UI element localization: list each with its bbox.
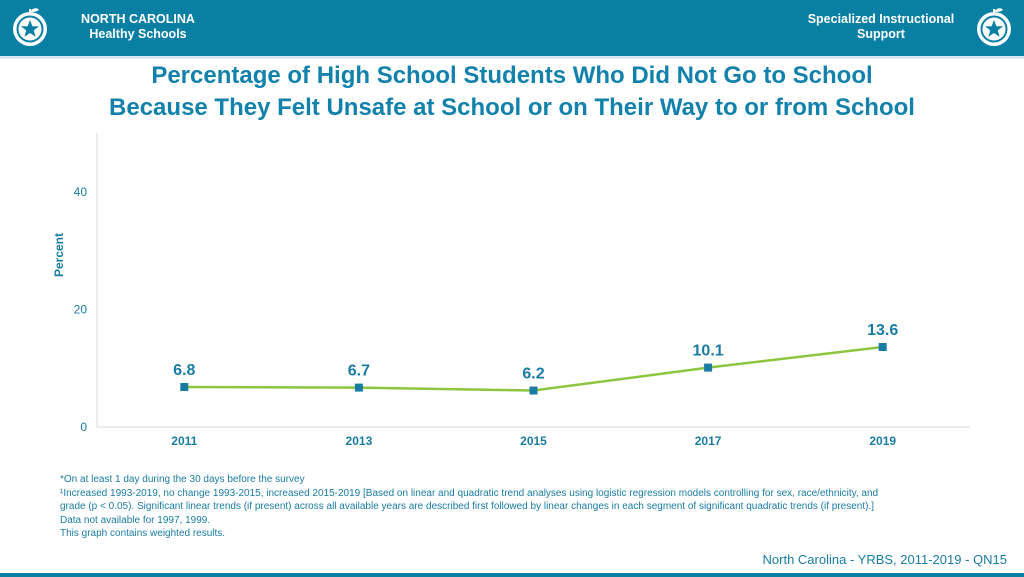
data-label: 13.6 bbox=[867, 322, 898, 339]
data-point-marker bbox=[180, 383, 189, 392]
footnote: Data not available for 1997, 1999. bbox=[60, 514, 211, 526]
apple-star-logo-icon bbox=[13, 8, 47, 46]
footnotes: *On at least 1 day during the 30 days be… bbox=[60, 473, 960, 541]
org-line-1: NORTH CAROLINA bbox=[81, 12, 195, 26]
chart-title-line-1: Percentage of High School Students Who D… bbox=[151, 62, 873, 89]
header-bar: NORTH CAROLINA Healthy Schools Specializ… bbox=[0, 0, 1024, 59]
org-line-2: Healthy Schools bbox=[89, 27, 187, 41]
data-label: 10.1 bbox=[693, 343, 724, 360]
footnote: grade (p < 0.05). Significant linear tre… bbox=[60, 501, 875, 513]
data-label: 6.2 bbox=[522, 366, 544, 383]
x-tick-label: 2011 bbox=[171, 434, 197, 448]
chart-title: Percentage of High School Students Who D… bbox=[0, 60, 1024, 124]
x-tick-label: 2017 bbox=[695, 434, 722, 448]
source-citation: North Carolina - YRBS, 2011-2019 - QN15 bbox=[762, 552, 1007, 567]
y-tick-label: 20 bbox=[74, 302, 88, 316]
footnote: *On at least 1 day during the 30 days be… bbox=[60, 474, 305, 485]
chart-title-line-2: Because They Felt Unsafe at School or on… bbox=[109, 94, 915, 121]
x-tick-label: 2015 bbox=[520, 434, 547, 448]
y-tick-label: 0 bbox=[80, 420, 87, 434]
data-point-marker bbox=[878, 343, 887, 352]
department-name: Specialized Instructional Support bbox=[796, 12, 966, 42]
data-label: 6.8 bbox=[173, 362, 195, 379]
y-tick-label: 40 bbox=[74, 185, 88, 199]
org-name: NORTH CAROLINA Healthy Schools bbox=[58, 12, 218, 42]
footnote: ¹Increased 1993-2019, no change 1993-201… bbox=[60, 487, 879, 499]
apple-star-logo-icon bbox=[977, 8, 1011, 46]
x-tick-label: 2013 bbox=[346, 434, 373, 448]
bottom-bar bbox=[0, 573, 1024, 577]
data-point-marker bbox=[704, 363, 713, 372]
data-label: 6.7 bbox=[348, 363, 370, 380]
dept-line-1: Specialized Instructional bbox=[807, 12, 955, 26]
data-point-marker bbox=[529, 386, 538, 395]
dept-line-2: Support bbox=[857, 27, 905, 41]
y-axis-label: Percent bbox=[52, 233, 66, 277]
data-point-marker bbox=[354, 383, 363, 392]
x-tick-label: 2019 bbox=[869, 434, 896, 448]
footnote: This graph contains weighted results. bbox=[60, 528, 226, 540]
